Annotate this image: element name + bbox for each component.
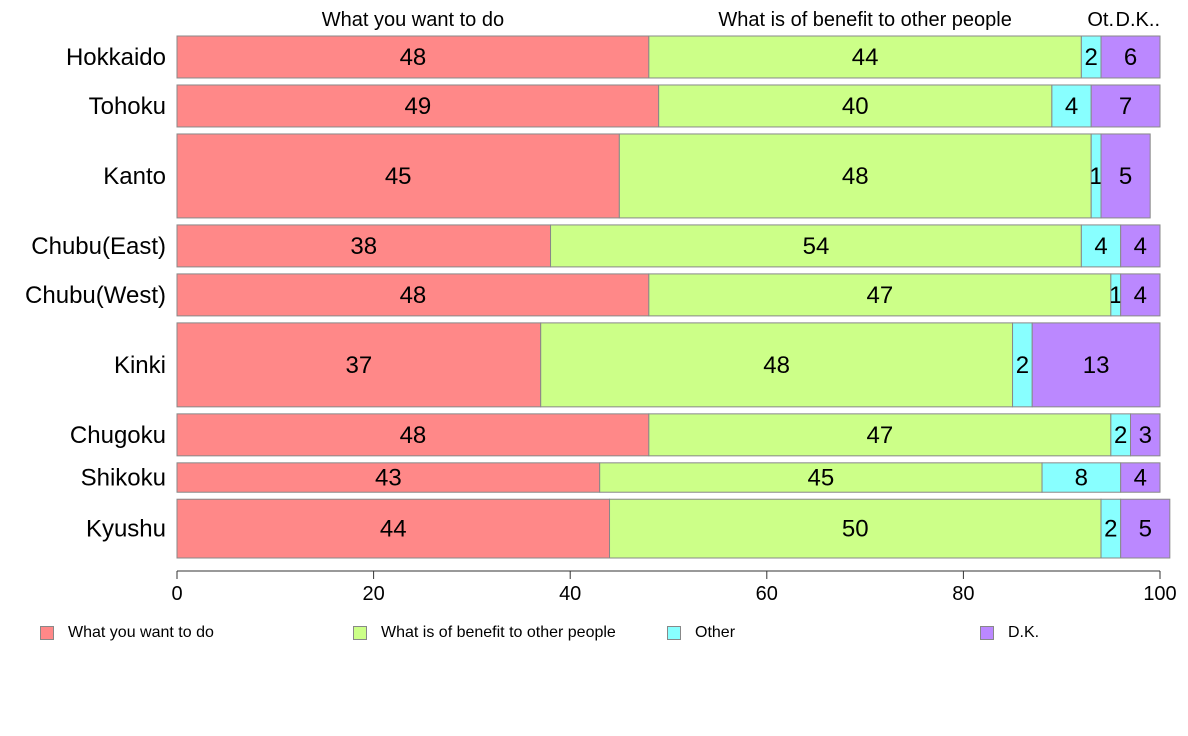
x-tick-label: 60	[756, 583, 778, 605]
data-label: 49	[404, 93, 431, 120]
category-label: Kanto	[103, 163, 166, 190]
data-label: 2	[1085, 44, 1098, 71]
data-label: 1	[1089, 163, 1102, 190]
bar-segment	[176, 273, 650, 317]
legend-swatch-other	[667, 626, 681, 640]
column-header-1: What is of benefit to other people	[718, 9, 1012, 31]
category-label: Chubu(West)	[25, 282, 166, 309]
bar-segment	[1041, 462, 1122, 493]
data-label: 38	[350, 233, 377, 260]
legend-label-benefit: What is of benefit to other people	[381, 624, 616, 641]
legend-swatch-benefit	[353, 626, 367, 640]
bar-segment	[540, 322, 1014, 408]
legend-swatch-want	[40, 626, 54, 640]
bar-segment	[550, 224, 1082, 268]
category-label: Chugoku	[70, 422, 166, 449]
column-header-3: D.K..	[1116, 9, 1160, 31]
data-label: 2	[1114, 422, 1127, 449]
data-label: 50	[842, 516, 869, 543]
legend-item-benefit: What is of benefit to other people	[353, 624, 616, 642]
data-label: 4	[1094, 233, 1107, 260]
bar-segment	[1130, 413, 1161, 457]
bar-segment	[176, 224, 552, 268]
data-label: 4	[1065, 93, 1078, 120]
x-tick-label: 80	[952, 583, 974, 605]
data-label: 48	[842, 163, 869, 190]
bar-segment	[176, 462, 601, 493]
data-label: 5	[1139, 516, 1152, 543]
data-label: 47	[866, 282, 893, 309]
data-label: 1	[1109, 282, 1122, 309]
stacked-bar-chart: What you want to do What is of benefit to…	[25, 9, 1177, 605]
data-label: 7	[1119, 93, 1132, 120]
legend-item-dk: D.K.	[980, 624, 1039, 642]
data-label: 48	[400, 44, 427, 71]
bar-segment	[1120, 498, 1171, 559]
data-label: 4	[1134, 282, 1147, 309]
bar-segment	[176, 322, 542, 408]
data-label: 13	[1083, 352, 1110, 379]
bar-segment	[1120, 462, 1161, 493]
bar-segment	[609, 498, 1102, 559]
bar-segment	[176, 413, 650, 457]
chart-legend: What you want to do What is of benefit t…	[0, 624, 1188, 648]
data-label: 2	[1104, 516, 1117, 543]
legend-item-other: Other	[667, 624, 735, 642]
bar-segment	[1100, 35, 1161, 79]
category-label: Chubu(East)	[31, 233, 166, 260]
category-label: Shikoku	[81, 465, 166, 492]
data-label: 4	[1134, 465, 1147, 492]
x-tick-label: 0	[171, 583, 182, 605]
data-label: 44	[852, 44, 879, 71]
bar-segment	[176, 84, 660, 128]
bar-segment	[1051, 84, 1092, 128]
x-tick-label: 100	[1143, 583, 1176, 605]
data-label: 45	[385, 163, 412, 190]
bar-segment	[176, 35, 650, 79]
x-tick-label: 40	[559, 583, 581, 605]
legend-label-dk: D.K.	[1008, 624, 1040, 641]
column-header-2: Ot.	[1087, 9, 1114, 31]
bar-segment	[1120, 224, 1161, 268]
bar-segment	[1080, 224, 1122, 268]
data-label: 40	[842, 93, 869, 120]
bar-segment	[1120, 273, 1161, 317]
category-label: Kyushu	[86, 516, 166, 543]
column-header-0: What you want to do	[322, 9, 504, 31]
category-label: Hokkaido	[66, 44, 166, 71]
data-label: 43	[375, 465, 402, 492]
legend-label-other: Other	[695, 624, 736, 641]
bar-segment	[176, 498, 611, 559]
data-label: 47	[866, 422, 893, 449]
bar-segment	[648, 273, 1112, 317]
category-label: Kinki	[114, 352, 166, 379]
legend-label-want: What you want to do	[68, 624, 214, 641]
bar-segment	[658, 84, 1053, 128]
bar-segment	[1100, 133, 1151, 219]
bar-segment	[176, 133, 620, 219]
data-label: 6	[1124, 44, 1137, 71]
x-tick-label: 20	[362, 583, 384, 605]
data-label: 2	[1016, 352, 1029, 379]
data-label: 4	[1134, 233, 1147, 260]
data-label: 48	[763, 352, 790, 379]
bar-segment	[1090, 84, 1161, 128]
legend-item-want: What you want to do	[40, 624, 214, 642]
data-label: 48	[400, 422, 427, 449]
data-label: 45	[808, 465, 835, 492]
data-label: 8	[1075, 465, 1088, 492]
legend-swatch-dk	[980, 626, 994, 640]
category-label: Tohoku	[89, 93, 166, 120]
data-label: 44	[380, 516, 407, 543]
data-label: 48	[400, 282, 427, 309]
data-label: 54	[803, 233, 830, 260]
data-label: 3	[1139, 422, 1152, 449]
bar-segment	[648, 35, 1082, 79]
data-label: 37	[346, 352, 373, 379]
bar-segment	[1031, 322, 1161, 408]
bar-segment	[618, 133, 1092, 219]
bar-segment	[648, 413, 1112, 457]
data-label: 5	[1119, 163, 1132, 190]
